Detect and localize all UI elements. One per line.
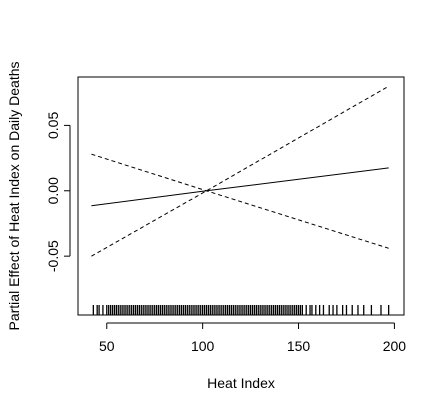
x-tick-label: 50 bbox=[99, 338, 115, 354]
x-tick-label: 100 bbox=[191, 338, 215, 354]
y-tick-label: 0.05 bbox=[45, 112, 61, 139]
x-axis-label: Heat Index bbox=[207, 375, 275, 391]
y-axis-label: Partial Effect of Heat Index on Daily De… bbox=[6, 62, 22, 331]
plot-frame bbox=[77, 76, 405, 316]
y-tick-label: -0.05 bbox=[45, 240, 61, 272]
fitted-effect-line bbox=[91, 167, 389, 207]
x-tick-label: 200 bbox=[383, 338, 407, 354]
series-layer bbox=[91, 85, 389, 257]
y-axis: -0.05 0.00 0.05 bbox=[45, 112, 71, 272]
x-axis: 50 100 150 200 bbox=[99, 322, 407, 354]
rug-layer bbox=[92, 305, 390, 315]
y-tick-label: 0.00 bbox=[45, 177, 61, 204]
confidence-band-line-1 bbox=[91, 85, 389, 257]
x-tick-label: 150 bbox=[287, 338, 311, 354]
confidence-band-line-2 bbox=[91, 153, 389, 249]
